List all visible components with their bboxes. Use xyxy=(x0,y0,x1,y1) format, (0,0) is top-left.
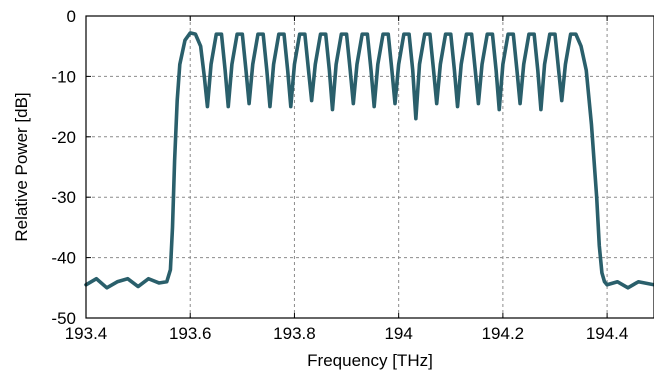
y-tick-label: -40 xyxy=(51,249,76,268)
y-axis-label: Relative Power [dB] xyxy=(12,92,31,241)
x-tick-label: 193.6 xyxy=(169,324,212,343)
x-tick-label: 194.4 xyxy=(586,324,629,343)
y-tick-label: 0 xyxy=(67,7,76,26)
y-tick-label: -30 xyxy=(51,188,76,207)
y-tick-label: -20 xyxy=(51,128,76,147)
x-tick-label: 194 xyxy=(384,324,412,343)
plot-frame xyxy=(85,15,654,319)
ticks xyxy=(85,15,608,319)
x-tick-labels: 193.4 193.6 193.8 194 194.2 194.4 xyxy=(65,324,629,343)
x-tick-label: 193.4 xyxy=(65,324,108,343)
y-tick-label: -50 xyxy=(51,309,76,328)
plot-area xyxy=(84,31,654,290)
series-line xyxy=(84,31,654,290)
x-tick-label: 193.8 xyxy=(273,324,316,343)
y-tick-label: -10 xyxy=(51,67,76,86)
x-axis-label: Frequency [THz] xyxy=(307,351,433,370)
y-tick-labels: 0 -10 -20 -30 -40 -50 xyxy=(51,7,76,328)
x-tick-label: 194.2 xyxy=(482,324,525,343)
